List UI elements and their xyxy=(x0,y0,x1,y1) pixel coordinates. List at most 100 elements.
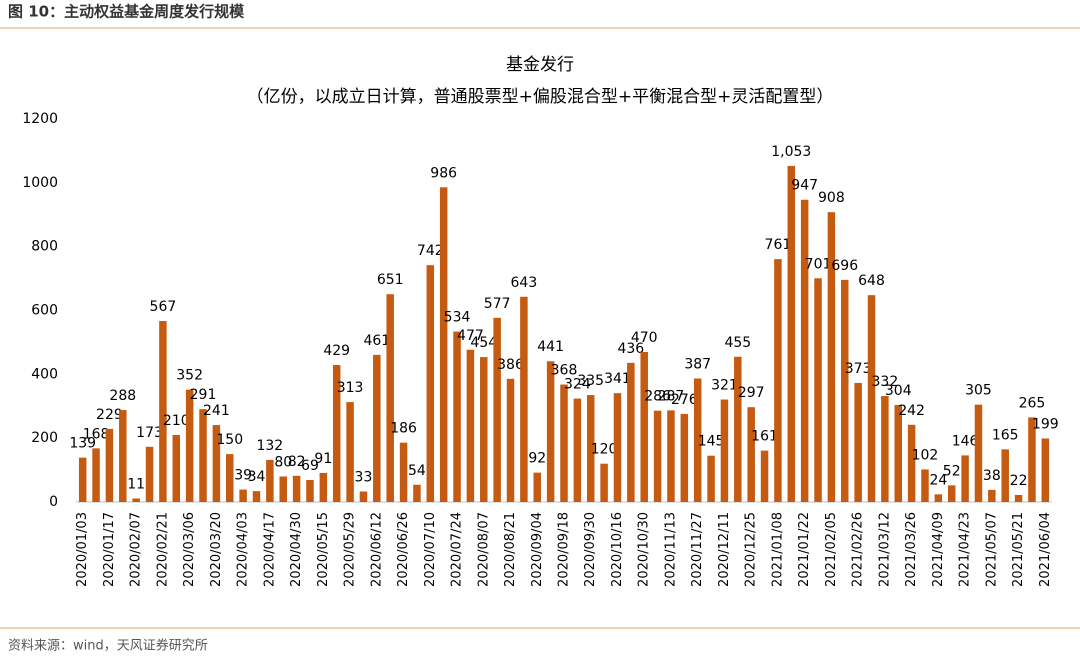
data-label: 265 xyxy=(1019,395,1046,411)
bar xyxy=(774,259,782,502)
bar xyxy=(907,424,916,502)
data-label: 139 xyxy=(69,436,96,452)
x-tick-label: 2020/12/11 xyxy=(717,512,732,587)
bar xyxy=(867,295,876,502)
bar xyxy=(707,455,715,502)
bar xyxy=(546,361,555,502)
bar xyxy=(78,457,87,502)
y-tick-label: 1200 xyxy=(22,111,58,127)
bar xyxy=(760,450,769,502)
x-tick-label: 2021/06/04 xyxy=(1038,512,1053,587)
data-label: 373 xyxy=(845,361,872,377)
bar xyxy=(1028,417,1036,502)
bar xyxy=(693,378,702,502)
data-label: 567 xyxy=(150,299,177,315)
data-label: 69 xyxy=(301,458,319,474)
bar xyxy=(493,317,501,502)
data-label: 947 xyxy=(791,178,818,194)
data-label: 1,053 xyxy=(771,144,811,160)
data-label: 286 xyxy=(644,389,671,405)
data-label: 648 xyxy=(858,273,885,289)
bar xyxy=(533,472,542,502)
data-label: 304 xyxy=(885,383,912,399)
data-label: 368 xyxy=(551,363,578,379)
bar xyxy=(145,446,154,502)
data-label: 186 xyxy=(390,421,417,437)
y-tick-label: 400 xyxy=(31,366,58,382)
x-tick-label: 2020/05/15 xyxy=(316,512,331,587)
data-label: 387 xyxy=(684,356,711,372)
data-label: 291 xyxy=(190,387,217,403)
data-label: 33 xyxy=(355,469,373,485)
x-tick-label: 2020/07/10 xyxy=(423,512,438,587)
bar xyxy=(279,476,287,502)
x-tick-label: 2020/06/12 xyxy=(369,512,384,587)
bar xyxy=(560,384,568,502)
bar xyxy=(105,428,114,502)
bar xyxy=(359,491,368,502)
data-label: 120 xyxy=(591,442,618,458)
source-note: 资料来源：wind，天风证券研究所 xyxy=(8,638,208,654)
x-tick-label: 2020/09/30 xyxy=(583,512,598,587)
bar xyxy=(1001,449,1009,502)
data-label: 313 xyxy=(337,380,364,396)
x-tick-label: 2020/03/06 xyxy=(182,512,197,587)
data-label: 986 xyxy=(430,165,457,181)
x-tick-label: 2020/01/17 xyxy=(102,512,117,587)
data-label: 297 xyxy=(738,385,765,401)
x-tick-label: 2021/01/22 xyxy=(797,512,812,587)
x-tick-label: 2020/04/30 xyxy=(289,512,304,587)
bar xyxy=(199,409,207,502)
chart-title: 基金发行 xyxy=(506,55,574,75)
data-label: 242 xyxy=(898,403,925,419)
bar xyxy=(653,410,662,502)
data-label: 651 xyxy=(377,272,404,288)
bar xyxy=(627,362,635,502)
bar xyxy=(252,491,261,502)
data-label: 287 xyxy=(658,388,685,404)
bar xyxy=(212,425,221,502)
x-tick-label: 2021/04/09 xyxy=(931,512,946,587)
x-tick-label: 2020/12/25 xyxy=(744,512,759,587)
bar xyxy=(827,212,836,503)
data-label: 429 xyxy=(323,343,350,359)
data-label: 161 xyxy=(751,429,778,445)
bar xyxy=(319,472,328,502)
x-tick-label: 2020/06/26 xyxy=(396,512,411,587)
data-label: 52 xyxy=(943,463,961,479)
bar xyxy=(667,410,675,502)
bar xyxy=(947,485,956,502)
data-label: 761 xyxy=(765,237,792,253)
bar xyxy=(159,321,167,502)
x-tick-label: 2020/04/17 xyxy=(262,512,277,587)
x-tick-label: 2020/02/07 xyxy=(129,512,144,587)
y-tick-label: 800 xyxy=(31,239,58,255)
data-label: 701 xyxy=(805,256,832,272)
data-label: 11 xyxy=(127,476,145,492)
data-label: 455 xyxy=(724,335,751,351)
data-label: 34 xyxy=(248,469,266,485)
data-label: 470 xyxy=(631,330,658,346)
x-tick-label: 2021/01/08 xyxy=(770,512,785,587)
x-tick-label: 2020/08/07 xyxy=(476,512,491,587)
chart-subtitle: （亿份，以成立日计算，普通股票型+偏股混合型+平衡混合型+灵活配置型） xyxy=(247,87,834,107)
x-tick-label: 2021/05/21 xyxy=(1011,512,1026,587)
data-label: 92 xyxy=(528,451,546,467)
data-label: 335 xyxy=(577,373,604,389)
data-label: 477 xyxy=(457,328,484,344)
data-label: 577 xyxy=(484,296,511,312)
data-label: 102 xyxy=(912,447,939,463)
bar xyxy=(841,279,849,502)
bar xyxy=(800,199,809,503)
x-tick-label: 2020/02/21 xyxy=(155,512,170,587)
data-label: 54 xyxy=(408,463,426,479)
data-label: 24 xyxy=(929,472,947,488)
bar xyxy=(346,402,354,502)
bar xyxy=(894,404,902,502)
data-label: 132 xyxy=(256,438,283,454)
bar xyxy=(520,296,528,502)
bar xyxy=(640,351,648,502)
data-label: 436 xyxy=(617,341,644,357)
bar xyxy=(934,494,943,502)
data-label: 454 xyxy=(470,335,497,351)
